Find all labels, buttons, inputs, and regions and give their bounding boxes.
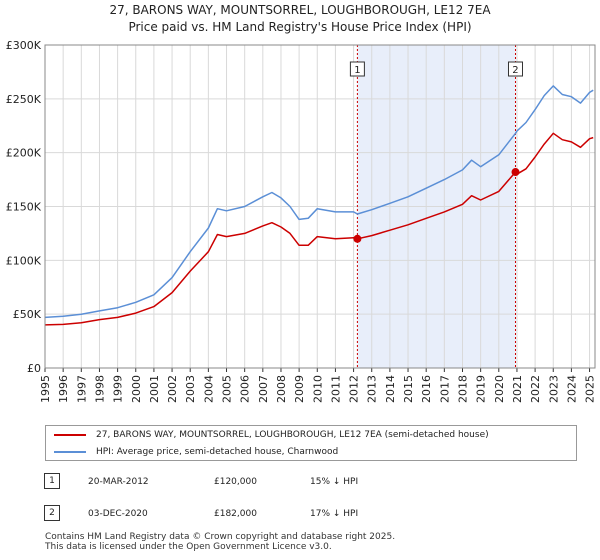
sale-marker-label: 2 [512,65,518,76]
y-tick-label: £250K [6,93,42,106]
annotation-number: 2 [44,505,60,521]
y-tick-label: £200K [6,147,42,160]
x-tick-label: 2000 [130,375,143,403]
x-tick-label: 2008 [275,375,288,403]
y-tick-label: £300K [6,39,42,52]
chart-title-block: 27, BARONS WAY, MOUNTSORREL, LOUGHBOROUG… [0,2,600,36]
sale-marker-box [507,61,523,77]
x-tick-label: 2002 [166,375,179,403]
annotation-date: 03-DEC-2020 [88,509,148,519]
x-tick-label: 2022 [529,375,542,403]
plot-frame [44,44,596,369]
annotation-date: 20-MAR-2012 [88,477,149,487]
y-tick-label: £150K [6,201,42,214]
y-tick-label: £0 [27,362,41,375]
x-tick-label: 1995 [39,375,52,403]
x-tick-label: 2011 [329,375,342,403]
x-tick-label: 1996 [57,375,70,403]
footer: Contains HM Land Registry data © Crown c… [45,532,395,552]
sale-point [511,168,520,177]
x-tick-label: 2013 [366,375,379,403]
legend-label-hpi: HPI: Average price, semi-detached house,… [96,447,339,457]
annotation-row: 2 03-DEC-2020 £182,000 17% ↓ HPI [44,504,564,524]
legend-label-property: 27, BARONS WAY, MOUNTSORREL, LOUGHBOROUG… [96,430,489,440]
annotation-price: £182,000 [214,509,257,519]
y-tick-label: £50K [13,308,42,321]
chart-title: 27, BARONS WAY, MOUNTSORREL, LOUGHBOROUG… [109,3,491,17]
x-tick-label: 2003 [184,375,197,403]
footer-line-1: Contains HM Land Registry data © Crown c… [45,532,396,542]
x-tick-label: 2024 [565,375,578,403]
legend-line-hpi [54,450,86,453]
legend-line-property [54,433,86,436]
x-tick-label: 2005 [221,375,234,403]
price-chart: £0 £50K £100K £150K £200K £250K £300K 1995 1996 1… [6,39,597,403]
annotation-hpi: 17% ↓ HPI [310,509,359,519]
x-tick-label: 1998 [93,375,106,403]
x-tick-label: 2017 [438,375,451,403]
x-tick-label: 2020 [493,375,506,403]
x-tick-label: 2012 [348,375,361,403]
sale-point [353,234,362,243]
x-tick-label: 2019 [475,375,488,403]
x-tick-label: 2006 [239,375,252,403]
x-tick-label: 2009 [293,375,306,403]
legend-item-property: 27, BARONS WAY, MOUNTSORREL, LOUGHBOROUG… [54,427,489,443]
legend: 27, BARONS WAY, MOUNTSORREL, LOUGHBOROUG… [45,425,577,461]
sale-marker-label: 1 [354,65,360,76]
x-tick-label: 2015 [402,375,415,403]
hpi-line [44,85,594,319]
annotation-number: 1 [44,473,60,489]
annotation-price: £120,000 [214,477,257,487]
footer-line-2: This data is licensed under the Open Gov… [45,542,332,552]
x-tick-label: 2004 [202,375,215,403]
x-tick-label: 2001 [148,375,161,403]
x-tick-label: 2018 [456,375,469,403]
annotation-hpi: 15% ↓ HPI [310,477,359,487]
legend-item-hpi: HPI: Average price, semi-detached house,… [54,444,338,460]
annotation-row: 1 20-MAR-2012 £120,000 15% ↓ HPI [44,472,564,492]
x-tick-label: 2025 [584,375,597,403]
x-tick-label: 2021 [511,375,524,403]
x-tick-label: 2007 [257,375,270,403]
sale-marker-box [349,61,365,77]
x-tick-label: 2010 [311,375,324,403]
x-tick-label: 2023 [547,375,560,403]
y-tick-label: £100K [6,254,42,267]
x-tick-label: 2014 [384,375,397,403]
x-tick-label: 1999 [112,375,125,403]
x-tick-label: 1997 [75,375,88,403]
x-tick-label: 2016 [420,375,433,403]
chart-subtitle: Price paid vs. HM Land Registry's House … [128,20,472,34]
